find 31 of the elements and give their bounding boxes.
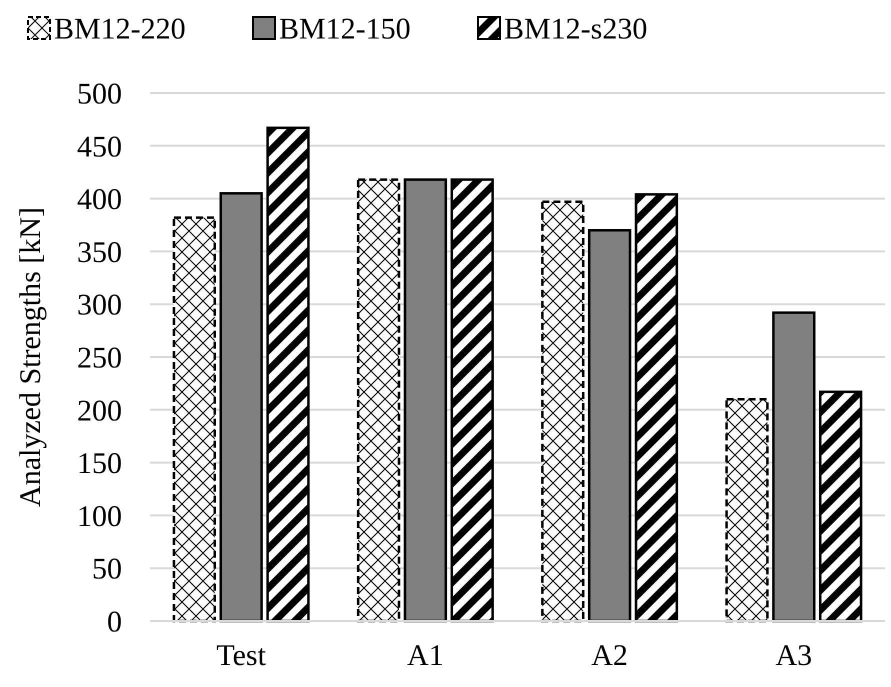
y-tick-label: 0 <box>107 606 122 638</box>
bar <box>266 126 310 622</box>
bar <box>220 192 263 622</box>
y-tick-label: 350 <box>77 236 122 269</box>
x-tick-label: A3 <box>775 639 812 672</box>
bar <box>634 193 678 622</box>
legend-label: BM12-220 <box>54 12 186 46</box>
y-tick-label: 500 <box>77 78 122 110</box>
y-tick-label: 100 <box>77 500 122 533</box>
legend-label: BM12-s230 <box>504 12 648 46</box>
bar <box>772 311 816 622</box>
y-tick-label: 400 <box>77 183 122 216</box>
bar <box>588 229 632 622</box>
y-tick-label: 150 <box>77 447 122 480</box>
y-axis-title: Analyzed Strengths [kN] <box>14 207 47 507</box>
y-tick-label: 250 <box>77 342 122 374</box>
x-tick-label: Test <box>216 639 267 672</box>
bar <box>172 216 216 622</box>
bar <box>725 398 769 622</box>
x-tick-label: A1 <box>407 639 444 672</box>
y-tick-label: 450 <box>77 130 122 164</box>
bar <box>541 200 584 622</box>
legend-label: BM12-150 <box>279 12 411 46</box>
bar <box>818 390 862 622</box>
y-tick-label: 300 <box>77 288 122 322</box>
bar <box>404 178 448 622</box>
bar <box>356 178 400 622</box>
x-tick-label: A2 <box>591 639 628 672</box>
bar <box>450 178 494 622</box>
y-tick-label: 200 <box>77 394 122 428</box>
y-tick-label: 50 <box>92 552 122 586</box>
